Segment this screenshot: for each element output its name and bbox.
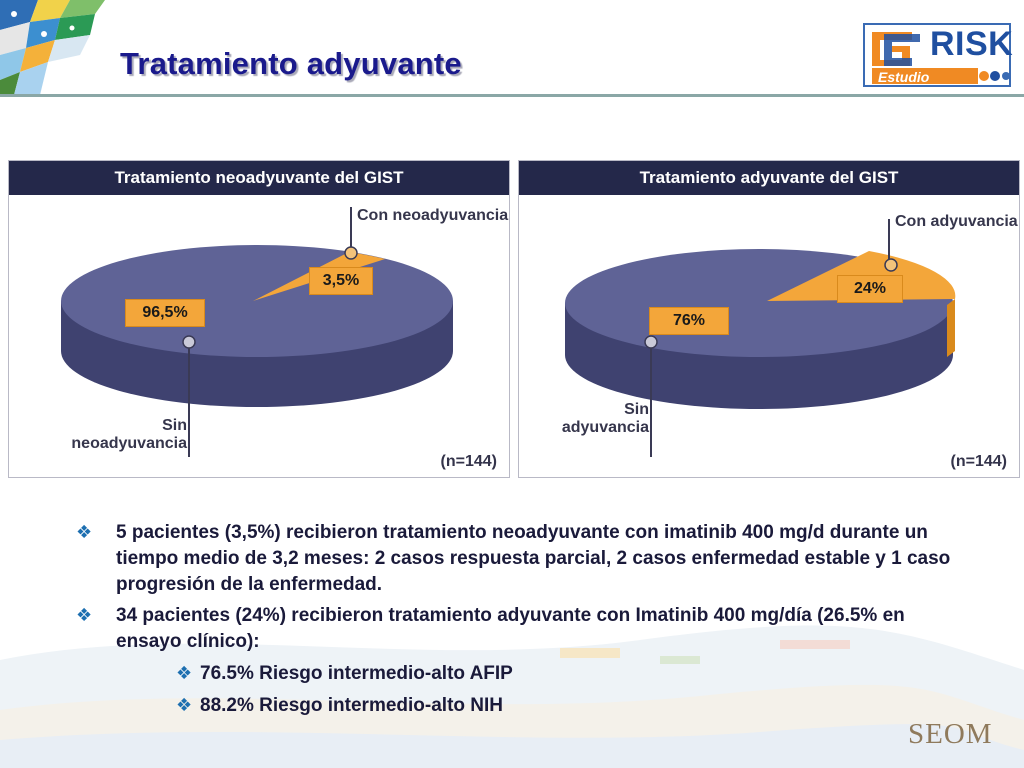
slice-label-con-adyuvancia: Con adyuvancia [895, 213, 1018, 230]
value-label-con-neoadyuvancia: 3,5% [309, 267, 373, 295]
diamond-bullet-icon: ❖ [76, 605, 93, 626]
leader-dot-con [884, 258, 898, 272]
leader-dot-sin [644, 335, 658, 349]
bullet-item: ❖ 5 pacientes (3,5%) recibieron tratamie… [72, 520, 952, 597]
sub-bullet-item: ❖ 76.5% Riesgo intermedio-alto AFIP [176, 661, 952, 687]
diamond-bullet-icon: ❖ [176, 694, 193, 715]
sub-bullet-text: 88.2% Riesgo intermedio-alto NIH [200, 694, 504, 716]
title-rule [0, 94, 1024, 97]
logo-sub-text: Estudio [878, 69, 930, 85]
sub-bullet-text: 76.5% Riesgo intermedio-alto AFIP [200, 663, 513, 685]
bullet-text: 5 pacientes (3,5%) recibieron tratamient… [116, 522, 951, 595]
sub-bullet-item: ❖ 88.2% Riesgo intermedio-alto NIH [176, 693, 952, 719]
sample-size-note: (n=144) [440, 453, 497, 470]
pie-slice-con-adyuvancia-side [947, 299, 955, 357]
adjuvant-chart-panel: Tratamiento adyuvante del GIST Con adyuv… [518, 160, 1020, 478]
seom-logo: SEOM [908, 718, 993, 750]
value-label-sin-neoadyuvancia: 96,5% [125, 299, 205, 327]
chart-title: Tratamiento neoadyuvante del GIST [9, 161, 509, 195]
neoadjuvant-chart-panel: Tratamiento neoadyuvante del GIST Con ne… [8, 160, 510, 478]
slice-label-sin-neoadyuvancia: Sin neoadyuvancia [71, 417, 187, 453]
logo-brand-text: RISK [930, 25, 1014, 63]
chart-title: Tratamiento adyuvante del GIST [519, 161, 1019, 195]
decorative-mosaic [0, 0, 120, 95]
slice-label-sin-adyuvancia: Sin adyuvancia [561, 401, 649, 437]
leader-dot-con [344, 246, 358, 260]
diamond-bullet-icon: ❖ [76, 522, 93, 542]
grisk-logo [863, 23, 1011, 87]
bullet-item: ❖ 34 pacientes (24%) recibieron tratamie… [72, 603, 952, 655]
slice-label-con-neoadyuvancia: Con neoadyuvancia [357, 207, 509, 224]
value-label-sin-adyuvancia: 76% [649, 307, 729, 335]
slide-title: Tratamiento adyuvante [120, 46, 462, 81]
decorative-bottom-mosaic [0, 625, 1024, 768]
pie-slice-sin-neoadyuvancia [61, 245, 453, 357]
value-label-con-adyuvancia: 24% [837, 275, 903, 303]
diamond-bullet-icon: ❖ [176, 663, 193, 684]
sample-size-note: (n=144) [950, 453, 1007, 470]
bullet-list: ❖ 5 pacientes (3,5%) recibieron tratamie… [72, 520, 952, 725]
leader-dot-sin [182, 335, 196, 349]
bullet-text: 34 pacientes (24%) recibieron tratamient… [116, 605, 905, 653]
